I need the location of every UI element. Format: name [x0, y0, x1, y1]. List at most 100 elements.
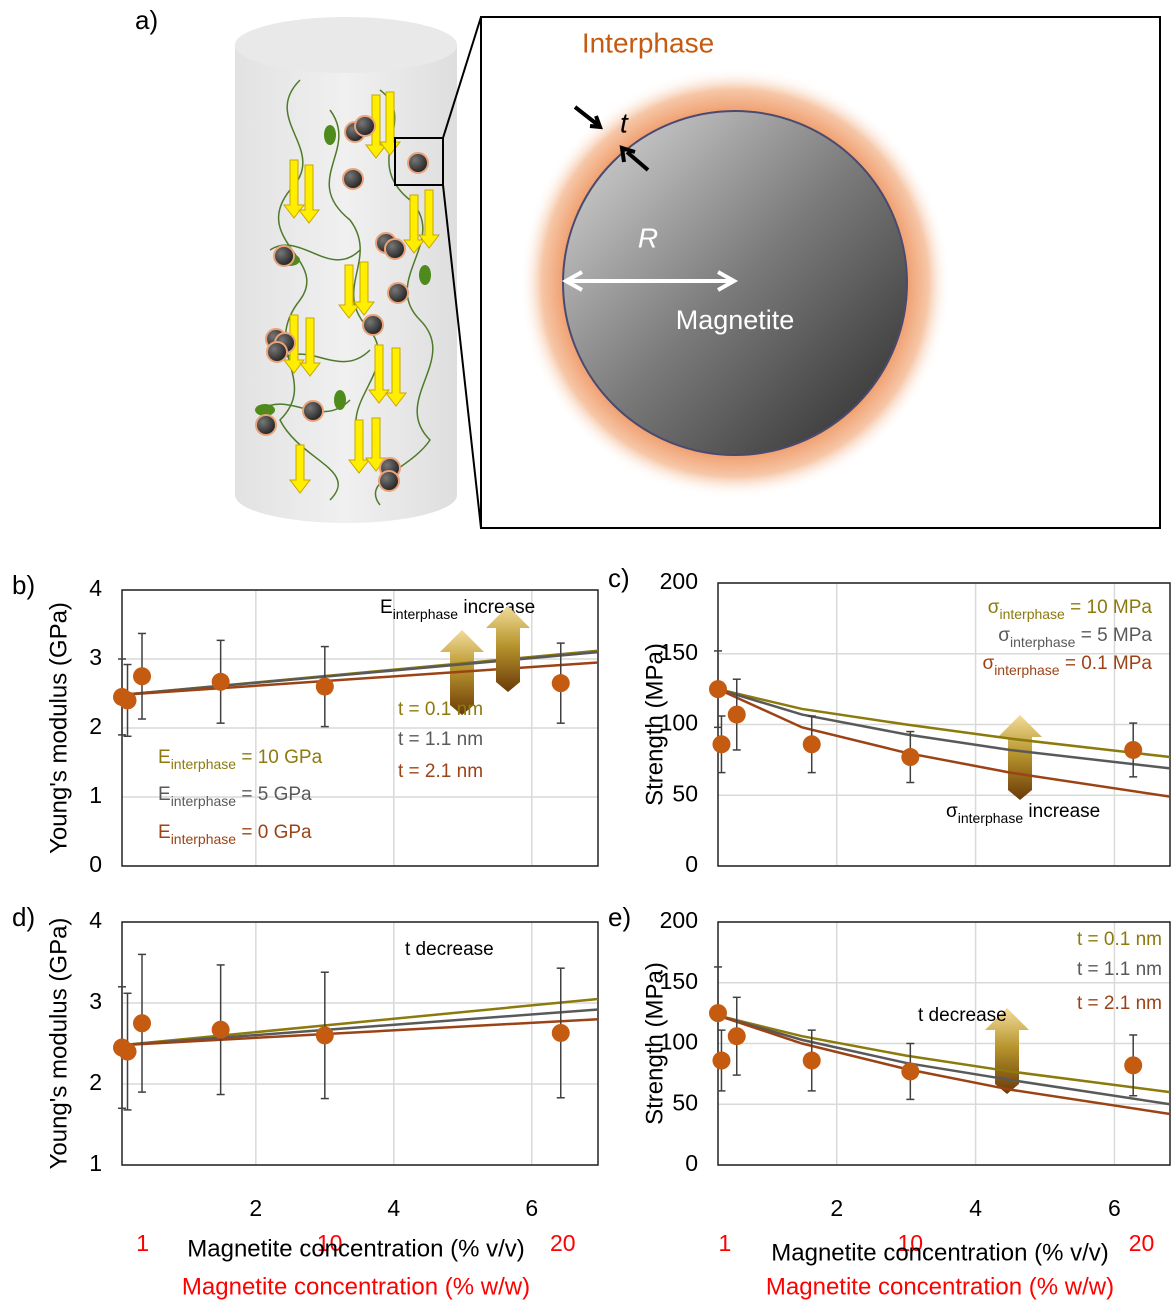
text-part: = 10 GPa — [236, 747, 323, 768]
radius-label: R — [638, 222, 658, 253]
panel-label: e) — [608, 902, 631, 932]
x-tick-label: 6 — [525, 1195, 538, 1221]
data-point — [552, 1024, 570, 1042]
text-part: σ — [982, 653, 994, 674]
data-point — [901, 748, 919, 766]
y-tick-label: 0 — [89, 851, 102, 877]
data-point — [316, 1026, 334, 1044]
legend-entry: t = 1.1 nm — [1077, 959, 1162, 980]
data-point — [316, 678, 334, 696]
y-tick-label: 0 — [685, 851, 698, 877]
data-point — [212, 673, 230, 691]
y-axis-label: Strength (MPa) — [641, 643, 668, 806]
data-point — [709, 1004, 727, 1022]
y-axis-label: Strength (MPa) — [641, 962, 668, 1125]
y-tick-label: 3 — [89, 644, 102, 670]
text-part: = 0 GPa — [236, 822, 312, 843]
x-axis-label: Magnetite concentration (% v/v) — [187, 1235, 525, 1262]
x-tick-label: 4 — [387, 1195, 400, 1221]
data-point — [709, 680, 727, 698]
y-tick-label: 50 — [672, 780, 698, 806]
y-tick-label: 200 — [660, 907, 698, 933]
y-axis-label: Young's modulus (GPa) — [45, 918, 72, 1170]
x2-tick-label: 1 — [719, 1230, 732, 1256]
annotation: t decrease — [918, 1005, 1007, 1026]
legend-entry: t = 0.1 nm — [398, 699, 483, 720]
text-part: = 10 MPa — [1065, 597, 1153, 618]
data-point — [803, 1052, 821, 1070]
panel-label: a) — [135, 5, 158, 35]
data-point — [1124, 741, 1142, 759]
data-point — [133, 667, 151, 685]
y-tick-label: 3 — [89, 988, 102, 1014]
text-part: = 0.1 MPa — [1060, 653, 1153, 674]
text-part: σ — [998, 625, 1010, 646]
page: {"diagram": {"label": "a)", "interphase"… — [0, 0, 1172, 1305]
data-point — [712, 1052, 730, 1070]
y-tick-label: 1 — [89, 1150, 102, 1176]
data-point — [728, 1027, 746, 1045]
thickness-label: t — [620, 107, 629, 138]
text-part: E — [158, 822, 171, 843]
legend-entry: t = 2.1 nm — [398, 761, 483, 782]
x-axis-label: Magnetite concentration (% v/v) — [771, 1239, 1109, 1266]
text-part: interphase — [958, 810, 1024, 826]
y-tick-label: 0 — [685, 1150, 698, 1176]
text-part: interphase — [171, 831, 237, 847]
cylinder — [235, 17, 457, 523]
text-part: interphase — [994, 662, 1060, 678]
text-part: σ — [988, 597, 1000, 618]
x2-axis-label: Magnetite concentration (% w/w) — [182, 1273, 530, 1300]
y-tick-label: 2 — [89, 713, 102, 739]
x-tick-label: 2 — [249, 1195, 262, 1221]
legend-entry: t = 1.1 nm — [398, 729, 483, 750]
plot-area — [122, 922, 598, 1165]
y-tick-label: 4 — [89, 575, 102, 601]
x2-tick-label: 1 — [136, 1230, 149, 1256]
data-point — [133, 1014, 151, 1032]
figure: a) — [0, 0, 1172, 1305]
data-point — [901, 1062, 919, 1080]
core-label: Magnetite — [676, 305, 795, 335]
data-point — [552, 674, 570, 692]
y-tick-label: 50 — [672, 1089, 698, 1115]
text-part: = 5 GPa — [236, 784, 312, 805]
text-part: interphase — [171, 756, 237, 772]
y-tick-label: 2 — [89, 1069, 102, 1095]
x-tick-label: 6 — [1108, 1195, 1121, 1221]
data-point — [803, 735, 821, 753]
panel-label: c) — [608, 563, 630, 593]
y-tick-label: 200 — [660, 568, 698, 594]
interphase-label: Interphase — [582, 27, 714, 58]
text-part: = 5 MPa — [1075, 625, 1152, 646]
text-part: increase — [1023, 801, 1100, 822]
text-part: interphase — [171, 793, 237, 809]
text-part: interphase — [1010, 634, 1076, 650]
data-point — [1124, 1056, 1142, 1074]
text-part: interphase — [393, 606, 459, 622]
x2-tick-label: 20 — [550, 1230, 576, 1256]
text-part: E — [158, 784, 171, 805]
y-tick-label: 4 — [89, 907, 102, 933]
text-part: E — [158, 747, 171, 768]
text-part: σ — [946, 801, 958, 822]
legend-entry: t = 2.1 nm — [1077, 993, 1162, 1014]
text-part: E — [380, 597, 393, 618]
y-axis-label: Young's modulus (GPa) — [45, 602, 72, 854]
y-tick-label: 1 — [89, 782, 102, 808]
text-part: interphase — [999, 606, 1065, 622]
annotation: t decrease — [405, 939, 494, 960]
legend-entry: t = 0.1 nm — [1077, 929, 1162, 950]
x-tick-label: 2 — [830, 1195, 843, 1221]
data-point — [119, 691, 137, 709]
panel-label: d) — [12, 902, 35, 932]
data-point — [119, 1043, 137, 1061]
data-point — [728, 706, 746, 724]
data-point — [712, 735, 730, 753]
data-point — [212, 1021, 230, 1039]
x-tick-label: 4 — [969, 1195, 982, 1221]
text-part: increase — [458, 597, 535, 618]
x2-axis-label: Magnetite concentration (% w/w) — [766, 1273, 1114, 1300]
panel-label: b) — [12, 570, 35, 600]
x2-tick-label: 20 — [1129, 1230, 1155, 1256]
